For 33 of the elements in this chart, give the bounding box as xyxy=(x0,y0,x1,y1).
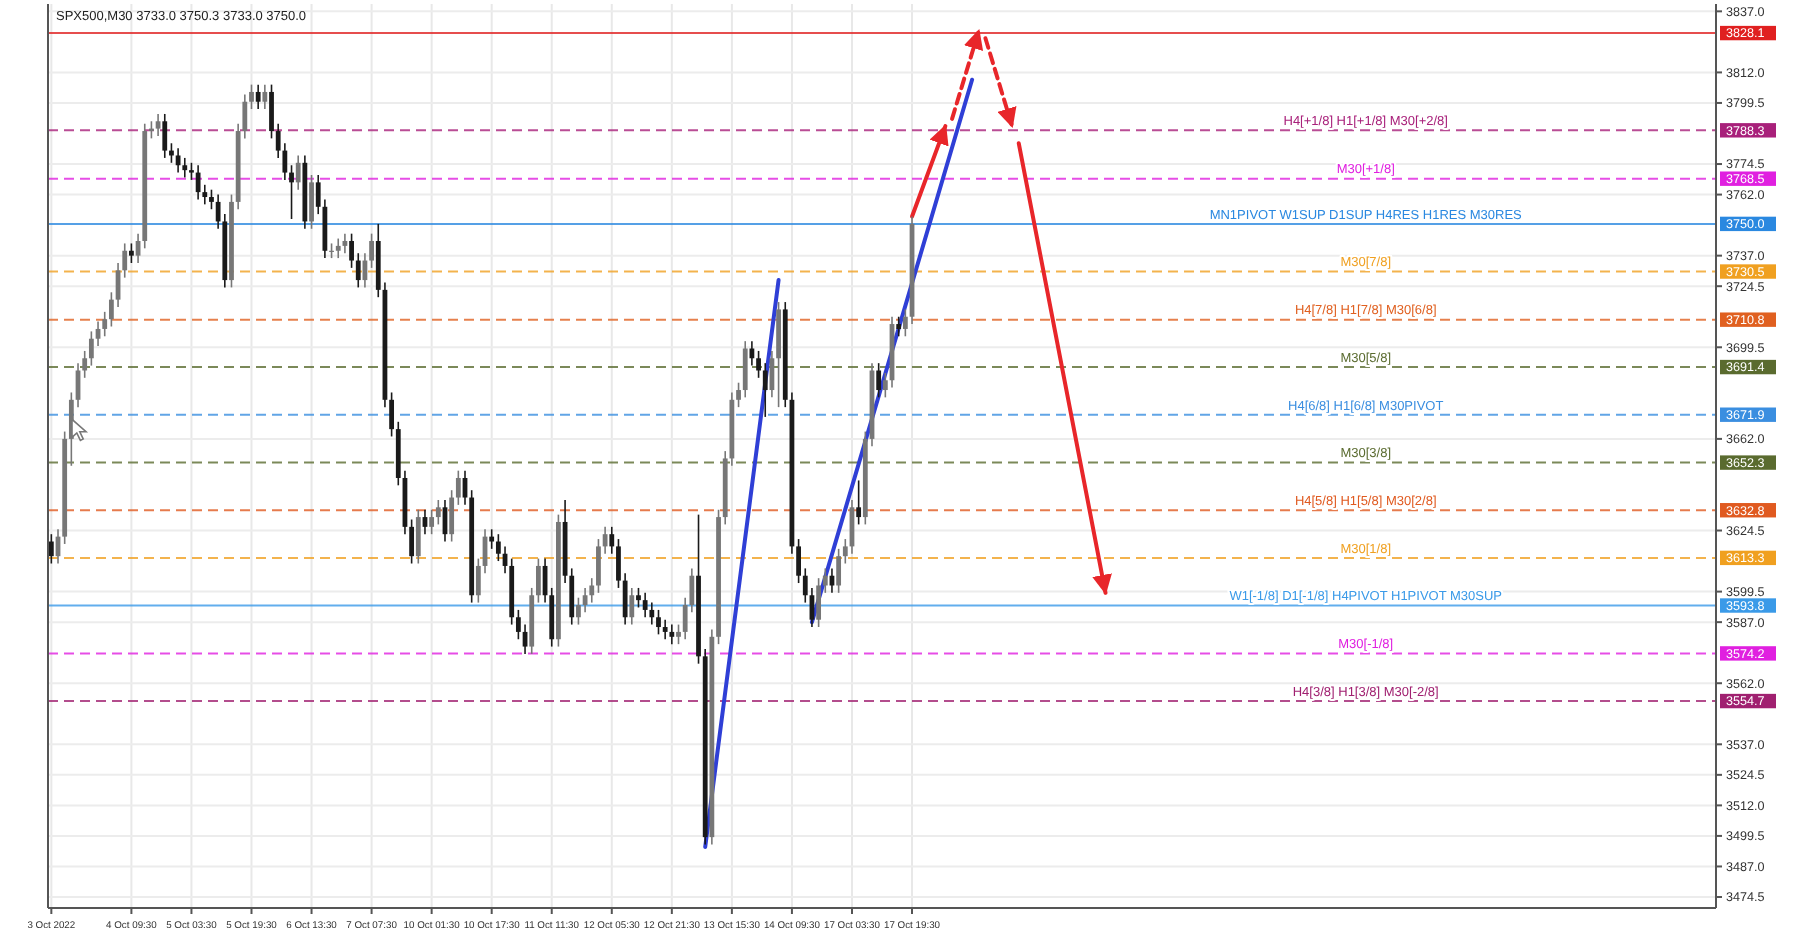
candlestick xyxy=(155,113,161,137)
candlestick xyxy=(836,548,842,594)
candlestick xyxy=(88,330,94,367)
candlestick xyxy=(669,623,675,645)
candlestick xyxy=(295,154,301,191)
candlestick xyxy=(262,83,268,110)
candlestick xyxy=(876,362,882,399)
candlestick xyxy=(429,508,435,535)
candlestick xyxy=(636,587,641,609)
candlestick xyxy=(649,601,655,626)
candlestick xyxy=(749,340,755,367)
candlestick xyxy=(455,469,461,506)
candlestick xyxy=(896,315,902,338)
candlestick xyxy=(656,609,661,636)
candlestick xyxy=(435,499,441,526)
candlestick xyxy=(415,508,421,565)
candlestick xyxy=(762,362,768,418)
candlestick xyxy=(175,147,181,174)
candlestick xyxy=(255,83,261,110)
candlestick xyxy=(489,528,495,550)
candlestick xyxy=(742,340,748,399)
candlestick xyxy=(629,587,635,626)
candlestick xyxy=(309,174,314,230)
candlestick xyxy=(856,479,862,526)
candlestick xyxy=(335,237,341,259)
candlestick xyxy=(48,533,54,565)
candlestick xyxy=(662,618,668,641)
candlestick xyxy=(162,113,168,159)
candlestick xyxy=(642,592,648,619)
candlestick xyxy=(449,489,455,543)
candlestick xyxy=(195,164,201,201)
candlestick xyxy=(129,242,134,264)
candlestick xyxy=(576,596,581,626)
